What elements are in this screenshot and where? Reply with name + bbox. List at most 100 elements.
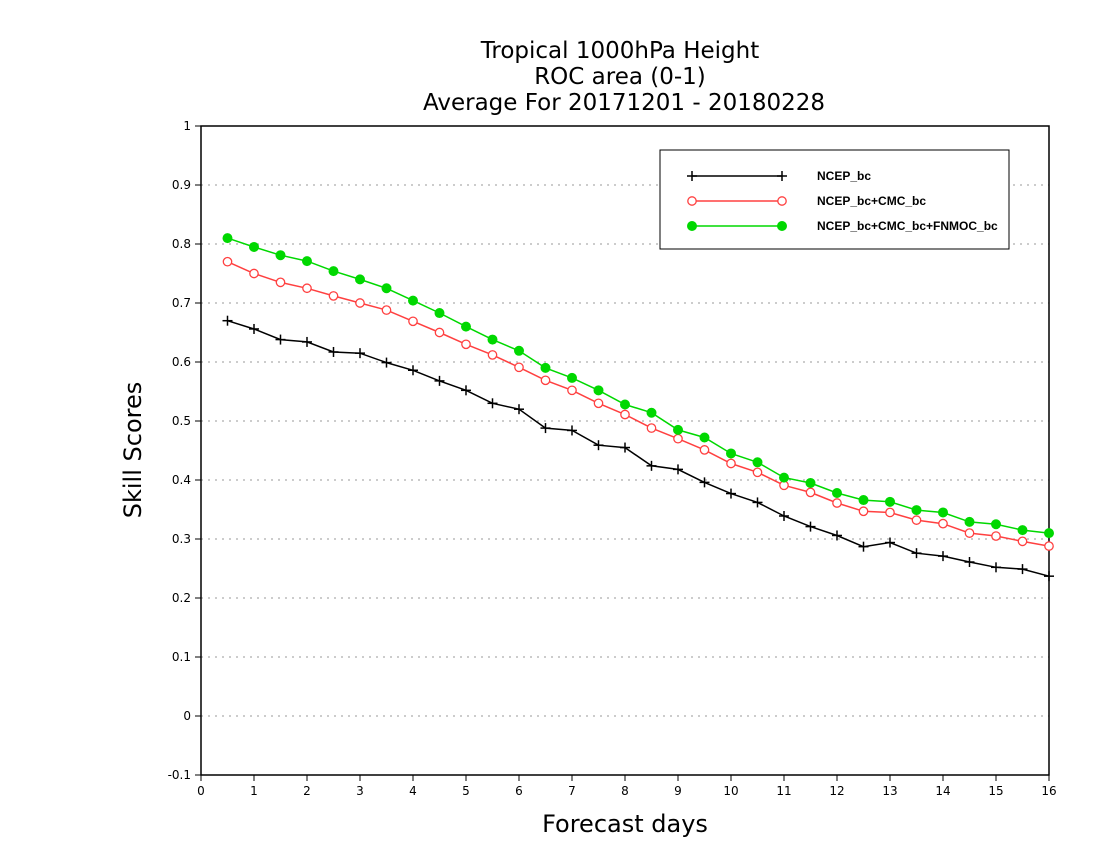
- y-tick-label: 0.3: [172, 532, 191, 546]
- data-point: [302, 283, 312, 294]
- data-point: [408, 316, 418, 327]
- legend-entry: NCEP_bc+CMC_bc: [687, 194, 926, 208]
- legend-marker: [687, 171, 697, 181]
- data-point: [991, 519, 1001, 530]
- data-point: [249, 323, 259, 334]
- data-point: [249, 268, 259, 279]
- data-point: [567, 372, 577, 383]
- data-point: [620, 409, 630, 420]
- legend-box: [659, 149, 1010, 250]
- x-tick-label: 14: [935, 784, 950, 798]
- data-point: [991, 531, 1001, 541]
- data-point: [726, 448, 736, 459]
- data-point: [1017, 525, 1028, 536]
- data-point: [328, 266, 339, 277]
- data-point: [593, 398, 604, 409]
- x-tick-label: 3: [356, 784, 364, 798]
- data-point: [487, 350, 498, 360]
- data-point: [991, 562, 1001, 573]
- legend-marker: [777, 196, 787, 206]
- x-tick-label: 13: [882, 784, 897, 798]
- x-tick-label: 7: [568, 784, 576, 798]
- data-point: [355, 298, 365, 308]
- data-point: [805, 487, 816, 498]
- x-tick-label: 5: [462, 784, 470, 798]
- data-point: [620, 399, 630, 410]
- data-point: [1044, 528, 1054, 539]
- data-point: [514, 362, 524, 373]
- series-line: [227, 237, 1050, 534]
- data-point: [938, 518, 948, 529]
- data-point: [832, 487, 842, 498]
- data-point: [646, 407, 657, 418]
- data-point: [885, 537, 895, 548]
- y-tick-label: 1: [183, 119, 191, 133]
- legend-marker: [687, 221, 697, 231]
- data-point: [540, 362, 551, 373]
- x-tick-label: 6: [515, 784, 523, 798]
- y-tick-label: 0.4: [172, 473, 191, 487]
- chart-title: Tropical 1000hPa Height ROC area (0-1) A…: [423, 38, 825, 116]
- legend-marker: [777, 171, 787, 181]
- data-point: [487, 334, 498, 345]
- data-point: [434, 327, 445, 338]
- data-point: [620, 442, 630, 453]
- data-point: [964, 516, 975, 527]
- data-point: [302, 256, 312, 267]
- data-point: [1017, 564, 1028, 575]
- data-point: [514, 345, 524, 356]
- data-point: [832, 530, 842, 541]
- legend: NCEP_bc NCEP_bc+CMC_bc NCEP_bc+CMC_bc+FNMO…: [659, 149, 1010, 250]
- legend-label: NCEP_bc: [817, 169, 871, 183]
- data-point: [699, 477, 710, 488]
- x-axis-label: Forecast days: [542, 810, 708, 838]
- data-point: [328, 346, 339, 357]
- data-point: [752, 497, 763, 508]
- legend-entry: NCEP_bc: [687, 169, 871, 183]
- axis-ticks: -0.100.10.20.30.40.50.60.70.80.910 1 2 3 4 5 6…: [168, 119, 1057, 798]
- data-point: [832, 498, 842, 508]
- data-point: [514, 404, 524, 415]
- series-1: [222, 315, 1054, 582]
- x-tick-label: 2: [303, 784, 311, 798]
- data-point: [593, 440, 604, 451]
- x-tick-label: 15: [988, 784, 1003, 798]
- data-point: [911, 505, 922, 516]
- legend-marker: [777, 221, 787, 231]
- y-tick-label: 0.1: [172, 650, 191, 664]
- x-tick-label: 0: [197, 784, 205, 798]
- data-point: [381, 305, 392, 315]
- data-point: [355, 274, 365, 285]
- data-point: [699, 432, 710, 443]
- title-line-2: ROC area (0-1): [534, 64, 706, 90]
- data-point: [911, 548, 922, 559]
- data-point: [752, 457, 763, 468]
- data-point: [964, 528, 975, 538]
- data-point: [646, 460, 657, 471]
- y-tick-label: 0.6: [172, 355, 191, 369]
- x-tick-label: 10: [723, 784, 738, 798]
- data-point: [567, 425, 577, 436]
- data-point: [487, 398, 498, 409]
- x-tick-label: 16: [1041, 784, 1056, 798]
- data-point: [381, 357, 392, 368]
- data-point: [381, 283, 392, 294]
- data-point: [779, 510, 789, 521]
- data-point: [275, 250, 286, 261]
- legend-label: NCEP_bc+CMC_bc+FNMOC_bc: [817, 219, 998, 233]
- data-point: [302, 336, 312, 347]
- data-point: [699, 445, 710, 455]
- data-point: [646, 423, 657, 433]
- data-point: [858, 495, 869, 506]
- y-axis-label: Skill Scores: [119, 382, 147, 519]
- data-point: [328, 291, 339, 301]
- data-point: [673, 464, 683, 475]
- data-point: [673, 433, 683, 444]
- data-point: [222, 233, 233, 244]
- data-point: [222, 315, 233, 326]
- legend-marker: [687, 196, 697, 206]
- data-point: [567, 385, 577, 396]
- x-tick-label: 12: [829, 784, 844, 798]
- data-point: [593, 385, 604, 396]
